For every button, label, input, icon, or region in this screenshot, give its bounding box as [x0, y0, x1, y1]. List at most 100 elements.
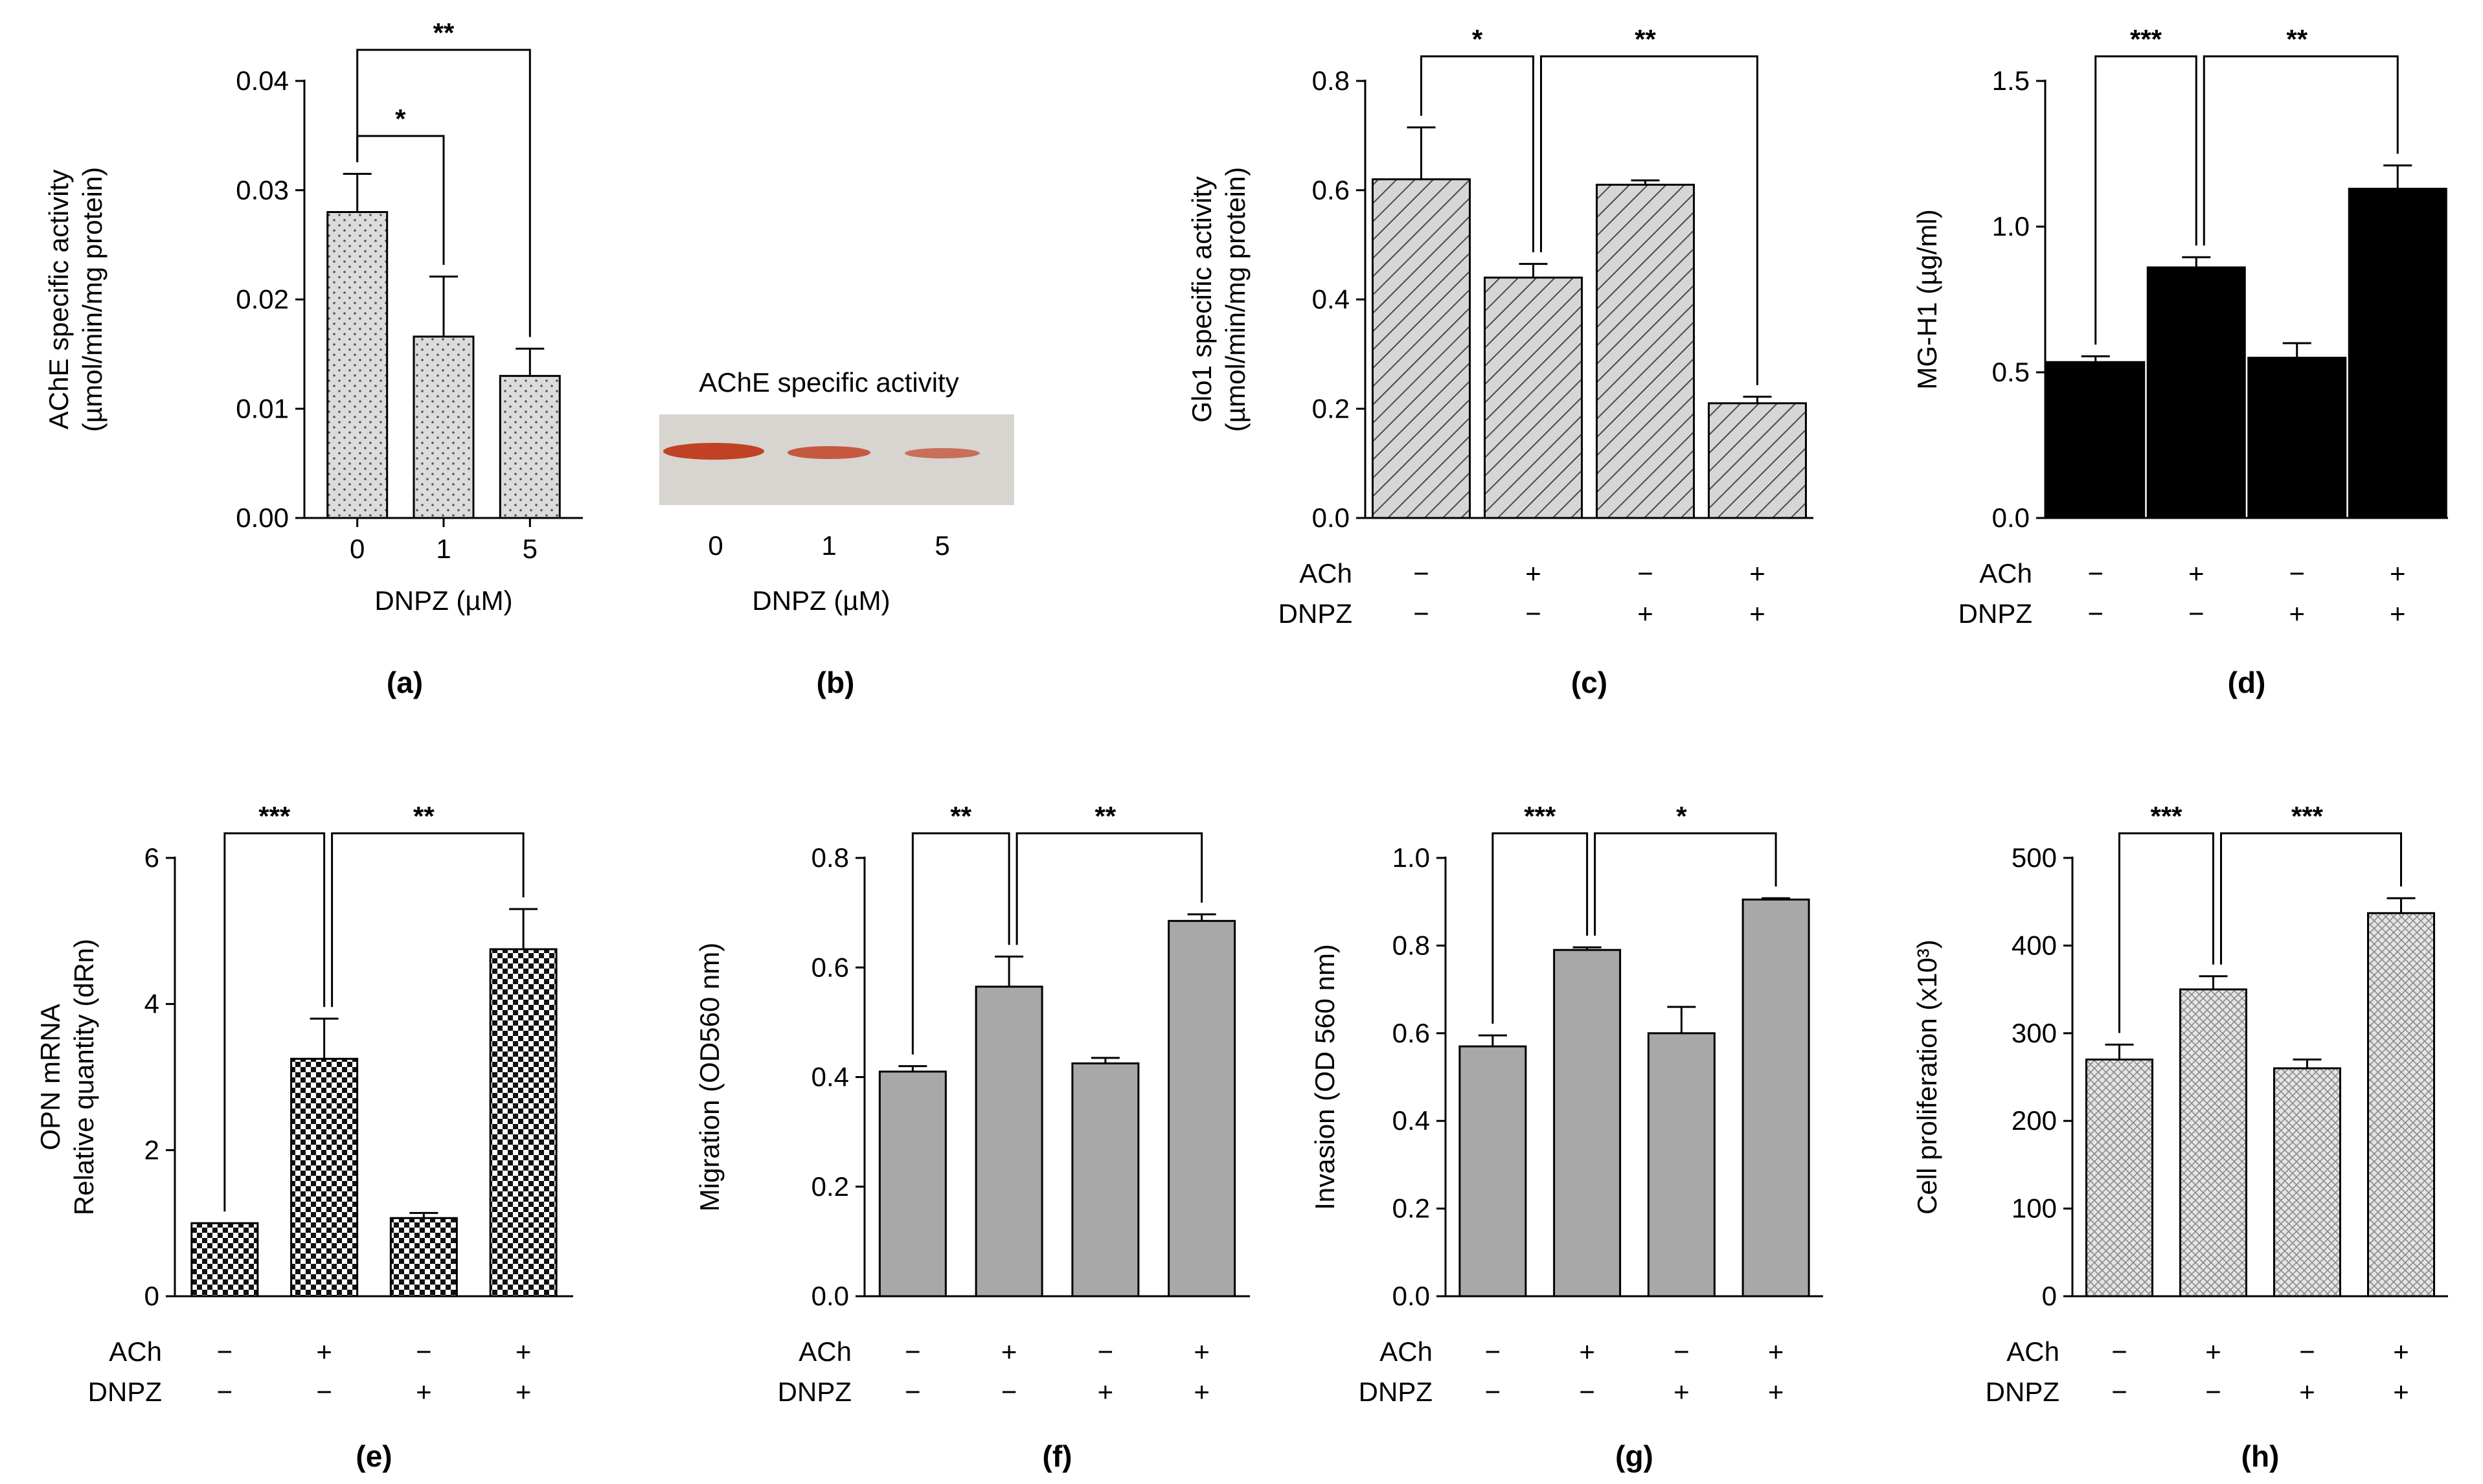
significance-label: **	[413, 801, 435, 831]
y-tick-label: 2	[144, 1134, 159, 1165]
y-axis-label: Migration (OD560 nm)	[694, 943, 725, 1211]
treatment-sign: −	[316, 1377, 332, 1407]
bar	[1708, 402, 1807, 519]
bar	[326, 211, 389, 519]
treatment-sign: +	[2393, 1377, 2409, 1407]
significance-bracket	[2118, 832, 2214, 1033]
panel-label-g: (g)	[1615, 1439, 1653, 1473]
treatment-sign: +	[1579, 1336, 1595, 1367]
y-tick-label: 0.04	[236, 65, 289, 96]
y-tick-label: 0.00	[236, 502, 289, 533]
panel-label-a: (a)	[387, 666, 423, 699]
panel-label-c: (c)	[1571, 666, 1607, 699]
treatment-label: ACh	[109, 1336, 162, 1367]
y-tick-label: 0.01	[236, 393, 289, 423]
treatment-sign: −	[2205, 1377, 2221, 1407]
blot-band-1	[788, 446, 870, 459]
y-tick-label: 0.02	[236, 284, 289, 315]
y-axis-label: Cell proliferation (x10³)	[1912, 939, 1942, 1215]
treatment-sign: +	[2289, 598, 2305, 629]
y-tick-label: 0.0	[1992, 502, 2030, 533]
y-tick-label: 0.0	[811, 1281, 849, 1311]
bar	[413, 335, 475, 519]
treatment-label: ACh	[799, 1336, 852, 1367]
treatment-sign: −	[1579, 1377, 1595, 1407]
significance-bracket	[1491, 832, 1589, 1024]
treatment-sign: −	[1413, 558, 1429, 589]
blot-lane-label: 0	[708, 530, 723, 561]
bar	[290, 1057, 359, 1298]
significance-bracket	[1540, 55, 1758, 385]
y-tick-label: 0.6	[811, 952, 849, 982]
chart-panel-h: 0 100 200 300 400 500 Cell proliferation (x10³…	[1912, 801, 2448, 1473]
significance-label: **	[1095, 801, 1117, 831]
y-axis-label: OPN mRNA	[35, 1004, 65, 1150]
panel-label-b: (b)	[817, 666, 855, 699]
x-tick-label: 0	[350, 534, 365, 564]
y-tick-label: 100	[2012, 1193, 2057, 1224]
treatment-sign: −	[1098, 1336, 1114, 1367]
bar	[389, 1217, 458, 1298]
y-tick-label: 0.2	[811, 1171, 849, 1202]
treatment-sign: +	[1673, 1377, 1690, 1407]
significance-label: **	[433, 17, 455, 48]
y-tick-label: 0.8	[1312, 65, 1350, 96]
x-tick-label: 5	[523, 534, 538, 564]
treatment-sign: +	[1194, 1336, 1210, 1367]
y-axis-label: (µmol/min/mg protein)	[1220, 167, 1251, 432]
panel-label-d: (d)	[2228, 666, 2266, 699]
panel-label-e: (e)	[356, 1439, 392, 1473]
bar	[2046, 361, 2146, 519]
bar	[190, 1222, 259, 1298]
significance-bracket	[1594, 832, 1777, 936]
treatment-sign: +	[1749, 558, 1765, 589]
x-axis-label: DNPZ (µM)	[374, 585, 512, 616]
y-tick-label: 0.8	[1392, 930, 1430, 960]
significance-bracket	[356, 49, 531, 337]
treatment-label: DNPZ	[1359, 1377, 1433, 1407]
bar	[1372, 178, 1471, 519]
bar	[499, 375, 561, 519]
significance-label: *	[1472, 24, 1483, 54]
y-tick-label: 1.5	[1992, 65, 2030, 96]
bar	[2085, 1058, 2153, 1298]
treatment-sign: +	[516, 1336, 532, 1367]
y-tick-label: 0.4	[1392, 1105, 1430, 1136]
significance-label: ***	[2291, 801, 2324, 831]
treatment-sign: −	[2111, 1336, 2127, 1367]
treatment-sign: +	[2393, 1336, 2409, 1367]
treatment-sign: −	[2087, 598, 2103, 629]
x-tick-label: 1	[436, 534, 451, 564]
treatment-sign: +	[1637, 598, 1653, 629]
treatment-sign: +	[1749, 598, 1765, 629]
y-tick-label: 0.03	[236, 175, 289, 205]
bar	[1647, 1032, 1716, 1298]
blot-membrane	[659, 414, 1014, 505]
y-tick-label: 500	[2012, 842, 2057, 873]
y-tick-label: 6	[144, 842, 159, 873]
y-axis-label: Invasion (OD 560 nm)	[1310, 944, 1340, 1210]
treatment-label: ACh	[2006, 1336, 2059, 1367]
bar	[2273, 1067, 2341, 1298]
treatment-label: DNPZ	[1958, 598, 2032, 629]
y-axis-label: MG-H1 (µg/ml)	[1912, 209, 1942, 390]
y-tick-label: 0	[144, 1281, 159, 1311]
y-tick-label: 4	[144, 989, 159, 1019]
bar	[1553, 949, 1622, 1298]
treatment-sign: +	[1098, 1377, 1114, 1407]
y-axis-label: Glo1 specific activity	[1186, 176, 1217, 422]
treatment-sign: −	[2289, 558, 2305, 589]
treatment-sign: +	[2390, 598, 2406, 629]
treatment-label: DNPZ	[88, 1377, 162, 1407]
chart-panel-g: 0.0 0.2 0.4 0.6 0.8 1.0 Invasion (OD 560 nm) AC…	[1310, 801, 1823, 1473]
y-tick-label: 0.0	[1312, 502, 1350, 533]
y-tick-label: 0.6	[1392, 1018, 1430, 1048]
significance-bracket	[1420, 55, 1534, 253]
treatment-sign: −	[2188, 598, 2205, 629]
y-axis-label: (µmol/min/mg protein)	[77, 167, 108, 432]
y-tick-label: 1.0	[1392, 842, 1430, 873]
treatment-sign: −	[905, 1377, 921, 1407]
treatment-sign: +	[1001, 1336, 1017, 1367]
